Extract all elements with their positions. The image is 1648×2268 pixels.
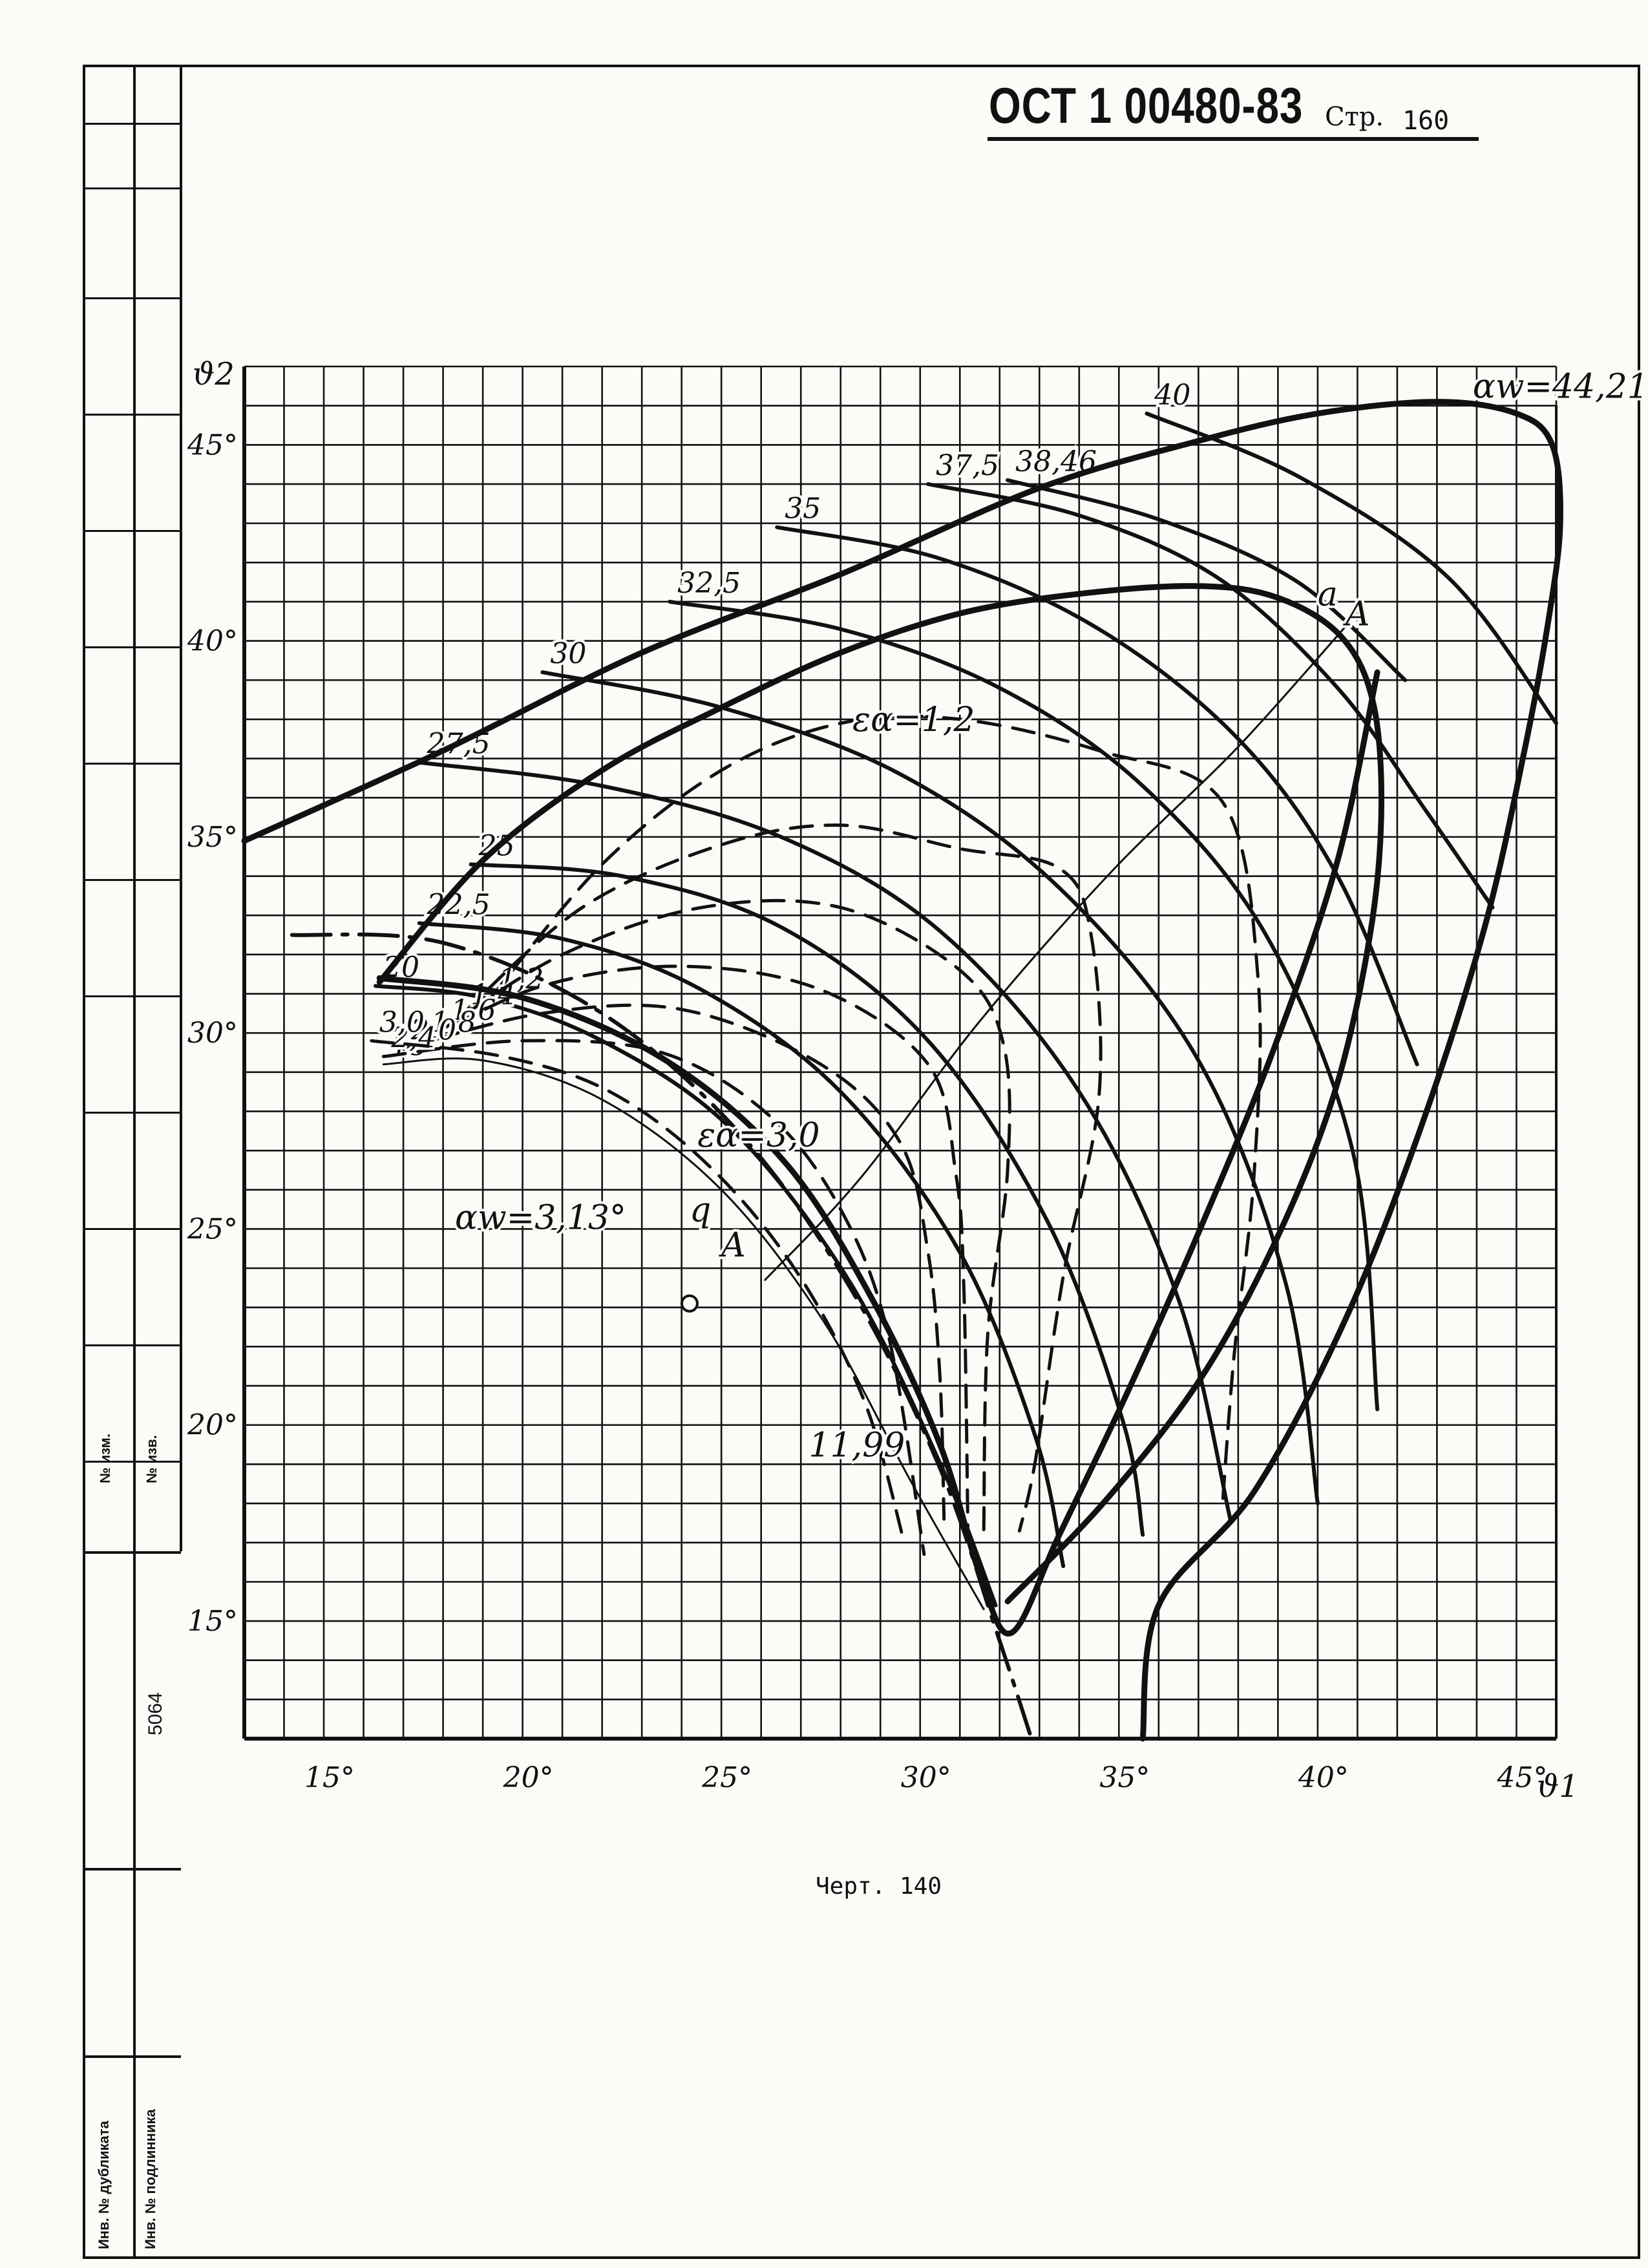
chart-axes: 15° 20° 25° 30° 35° 40° 45° 15° 20° 25° 30° 35° 40° 4…	[187, 356, 1579, 1805]
series-line	[417, 921, 1066, 1569]
sidebar-rule	[83, 1551, 181, 1554]
x-tick-label: 40°	[1298, 1761, 1349, 1794]
annotation-label: A	[1343, 595, 1370, 633]
y-axis-label: ϑ2	[193, 356, 235, 392]
header-underline	[988, 137, 1479, 141]
sidebar-rule	[83, 1868, 181, 1871]
sidebar-rule	[83, 1461, 181, 1463]
sidebar-rule	[83, 187, 181, 189]
annotation-label: εα=1,2	[852, 701, 975, 739]
x-tick-label: 45°	[1496, 1761, 1547, 1794]
series-label: 35	[785, 493, 821, 525]
sidebar-rule	[83, 763, 181, 765]
figure-caption: Черт. 140	[816, 1873, 942, 1900]
series-label: 37,5	[936, 449, 999, 482]
document-header: ОСТ 1 00480-83 Стр. 160	[989, 76, 1449, 136]
page-number: 160	[1402, 106, 1450, 136]
annotation-label: αw=3,13°	[455, 1198, 626, 1237]
sidebar-rule	[83, 530, 181, 532]
series-line	[421, 964, 970, 1529]
series-label: 2,0	[410, 1013, 456, 1046]
series-line	[469, 862, 1145, 1537]
series-line	[441, 898, 1011, 1532]
annotation-label: q	[690, 1191, 711, 1229]
series-label: 30	[550, 637, 586, 670]
x-axis-label: ϑ1	[1537, 1768, 1579, 1805]
series-line	[1145, 411, 1558, 725]
sheet-frame	[83, 65, 1640, 2259]
series-line	[381, 1039, 926, 1556]
series-line	[417, 760, 1232, 1521]
point-marker	[680, 1294, 699, 1313]
annotation-label: 11,99	[809, 1426, 905, 1465]
series-label: 40	[1154, 379, 1190, 412]
series-label: 32,5	[677, 567, 741, 600]
series-line	[668, 599, 1380, 1412]
page-word: Стр.	[1325, 102, 1384, 132]
sidebar-inner-border	[180, 65, 182, 1551]
sidebar-rule	[83, 995, 181, 997]
series-line	[540, 670, 1320, 1506]
sidebar-rule	[83, 879, 181, 881]
sidebar-divider	[133, 65, 136, 2259]
sidebar-rule	[83, 1344, 181, 1346]
x-tick-label: 20°	[503, 1761, 554, 1794]
sidebar-rule	[83, 1228, 181, 1230]
sidebar-rule	[83, 414, 181, 416]
annotation-label: a	[1318, 575, 1338, 614]
series-line	[376, 669, 1380, 1637]
series-line	[370, 1039, 906, 1545]
y-tick-label: 25°	[187, 1213, 238, 1245]
y-tick-label: 40°	[187, 625, 238, 658]
y-tick-label: 35°	[187, 821, 238, 854]
series-line	[376, 583, 1385, 1605]
series-line	[1006, 478, 1408, 683]
sidebar-rule	[83, 646, 181, 648]
x-tick-label: 15°	[304, 1761, 355, 1794]
series-line	[764, 616, 1355, 1281]
x-tick-label: 25°	[701, 1761, 752, 1794]
annotation-label: αw=44,21°	[1473, 368, 1648, 407]
x-tick-label: 30°	[901, 1761, 951, 1794]
series-label: 2,4	[390, 1022, 436, 1055]
annotation-label: εα=3,0	[697, 1116, 819, 1155]
series-line	[489, 714, 1262, 1509]
series-line	[775, 525, 1419, 1066]
sidebar-rule	[83, 2055, 181, 2058]
annotation-label: A	[719, 1226, 746, 1265]
y-tick-label: 45°	[187, 429, 238, 461]
series-line	[241, 399, 1563, 1742]
sidebar-rule	[83, 123, 181, 125]
sidebar-rule	[83, 297, 181, 299]
series-line	[290, 932, 1033, 1741]
y-tick-label: 30°	[187, 1017, 238, 1050]
y-tick-label: 15°	[187, 1605, 238, 1638]
sidebar-rule	[83, 1112, 181, 1114]
series-label: 3,0	[379, 1006, 425, 1039]
stamp-sidebar: № изм. № изв. 5064 Инв. № дубликата Инв.…	[83, 65, 182, 2259]
series-line	[926, 482, 1495, 910]
x-tick-label: 35°	[1099, 1761, 1150, 1794]
y-tick-label: 20°	[187, 1409, 238, 1442]
series-label: 22,5	[427, 888, 491, 921]
series-line	[461, 823, 1103, 1532]
standard-code: ОСТ 1 00480-83	[989, 77, 1304, 134]
